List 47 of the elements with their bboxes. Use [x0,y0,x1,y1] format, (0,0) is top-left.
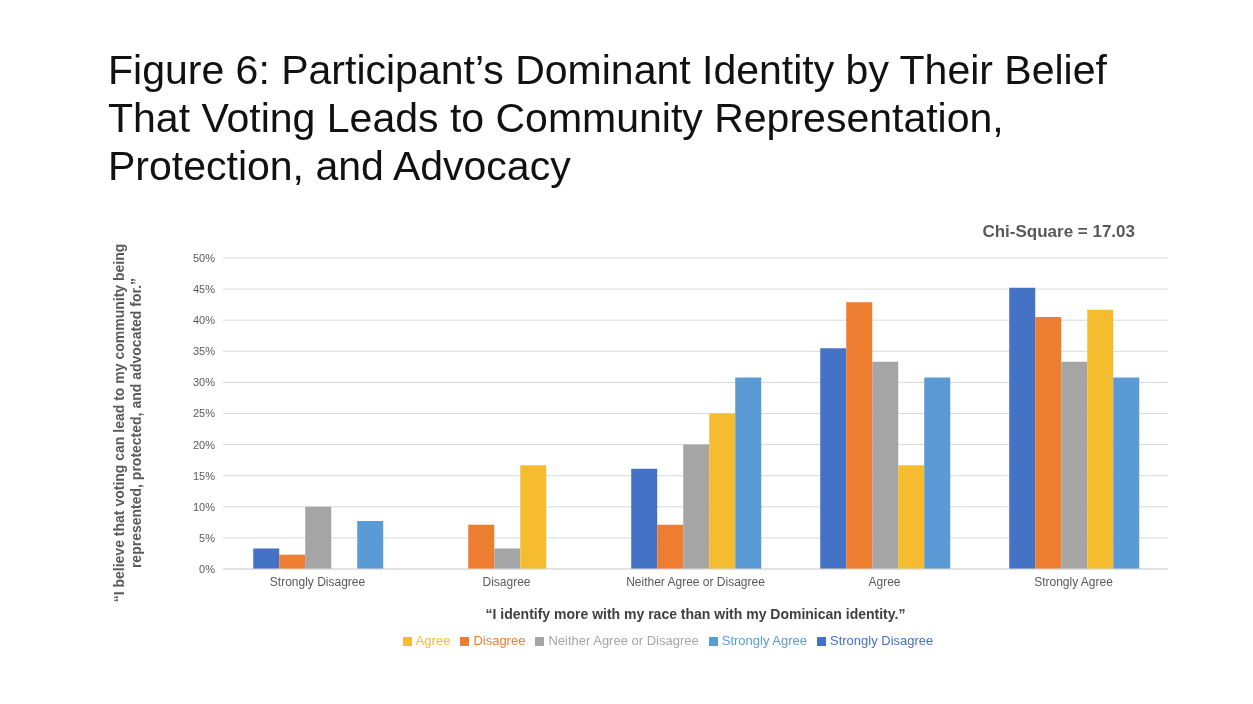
bar [520,465,547,569]
bar [253,548,280,569]
x-tick-label: Strongly Disagree [269,574,366,589]
bar [657,524,684,569]
bar [631,468,658,569]
legend-label: Strongly Disagree [830,633,934,648]
bar [924,377,951,569]
y-tick-label: 0% [199,562,216,575]
bar [357,521,384,569]
chart-title: Figure 6: Participant’s Dominant Identity by Their Belief That Voting Leads to Community Representation, Protection, and Advocacy [108,46,1108,190]
y-tick-label: 45% [192,283,216,296]
legend-label: Strongly Agree [721,633,807,648]
y-tick-label: 25% [192,407,216,420]
bar [305,506,332,569]
y-tick-label: 20% [192,438,216,451]
bar [898,465,925,569]
bar [872,361,899,569]
y-tick-label: 15% [192,469,216,482]
x-axis-title: “I identify more with my race than with my Dominican identity.” [485,606,906,622]
bar [1061,361,1088,569]
y-tick-label: 30% [192,376,216,389]
y-tick-label: 50% [192,251,216,264]
bar [468,524,495,569]
bar [494,548,521,569]
legend-label: Disagree [473,633,526,648]
bar [709,413,736,569]
bar [1113,377,1140,569]
bar [683,444,710,569]
bar [1087,309,1114,569]
bar [735,377,762,569]
bar [279,554,306,569]
legend-label: Agree [415,633,451,648]
bar [1009,287,1036,569]
legend-label: Neither Agree or Disagree [548,633,699,648]
x-tick-label: Disagree [482,574,531,589]
y-axis-title: “I believe that voting can lead to my community being represented, protected, and advocated for.” [111,243,145,603]
y-tick-label: 35% [192,345,216,358]
bar [1035,317,1062,569]
x-tick-label: Strongly Agree [1034,574,1114,589]
y-tick-label: 10% [192,500,216,513]
x-tick-label: Neither Agree or Disagree [626,574,766,589]
y-tick-label: 5% [199,531,216,544]
y-tick-label: 40% [192,314,216,327]
text: Chi-Square = 17.03 [982,222,1135,242]
x-tick-label: Agree [868,574,901,589]
bar [820,348,847,569]
bar [846,302,873,569]
